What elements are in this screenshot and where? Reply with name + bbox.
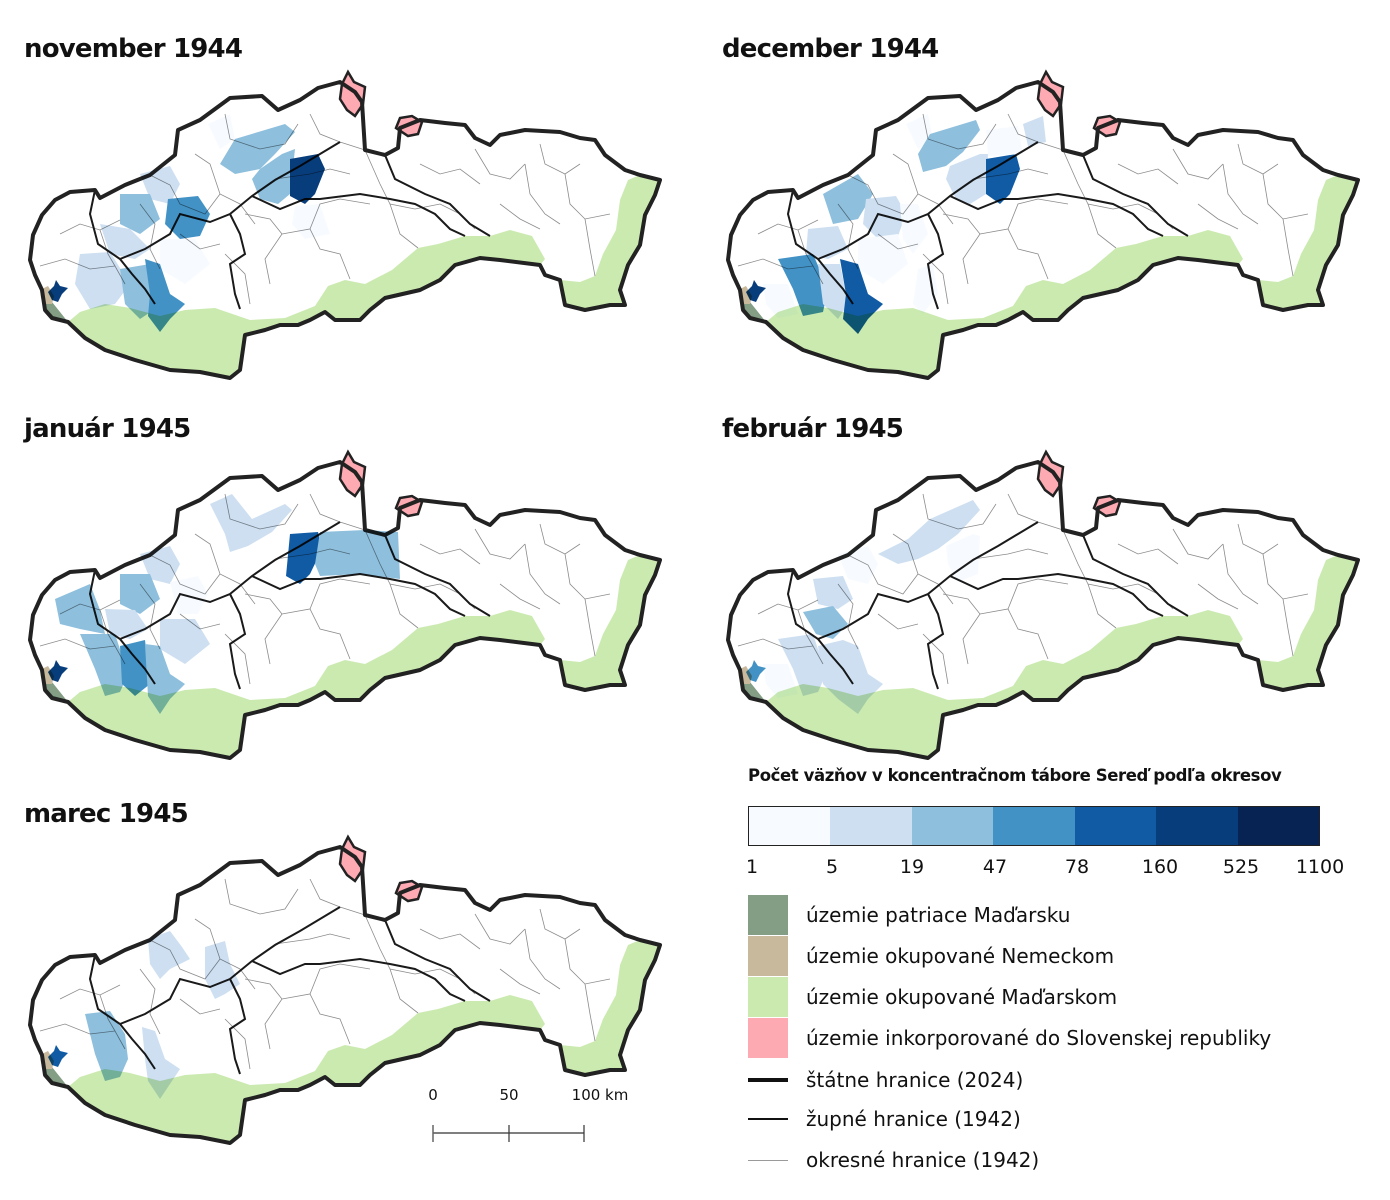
- map-title: január 1945: [24, 414, 191, 444]
- legend-item-germany-occupied: územie okupované Nemeckom: [748, 936, 1114, 976]
- swatch-incorporated: [748, 1018, 788, 1058]
- tick-label: 47: [982, 856, 1008, 878]
- colorbar-ticks: 1 5 19 47 78 160 525 1100: [745, 856, 1348, 880]
- slovakia-map: [726, 70, 1360, 380]
- line-state-border: [748, 1078, 788, 1082]
- colorbar-class-4: [993, 807, 1075, 845]
- map-panel-december-1944: december 1944: [718, 34, 1388, 394]
- scale-tick-50: 50: [499, 1086, 519, 1104]
- map-title: december 1944: [722, 34, 939, 64]
- legend-item-district-border: okresné hranice (1942): [748, 1140, 1039, 1180]
- scale-tick-0: 0: [428, 1086, 438, 1104]
- colorbar-class-6: [1156, 807, 1238, 845]
- tick-label: 19: [899, 856, 925, 878]
- map-panel-november-1944: november 1944: [20, 34, 690, 394]
- colorbar-class-5: [1074, 807, 1157, 845]
- legend-label: územie patriace Maďarsku: [806, 903, 1071, 927]
- tick-label: 78: [1064, 856, 1090, 878]
- scale-tick-100: 100 km: [571, 1086, 629, 1104]
- colorbar-class-2: [830, 807, 912, 845]
- slovakia-map: [28, 450, 662, 760]
- legend-item-state-border: štátne hranice (2024): [748, 1060, 1023, 1100]
- slovakia-map: [28, 835, 662, 1145]
- map-panel-januar-1945: január 1945: [20, 414, 690, 774]
- map-panel-marec-1945: marec 1945: [20, 799, 690, 1159]
- swatch-germany-occupied: [748, 936, 788, 976]
- tick-label: 160: [1141, 856, 1179, 878]
- tick-label: 5: [825, 856, 839, 878]
- legend-item-hungary-occupied: územie okupované Maďarskom: [748, 977, 1117, 1017]
- scale-bar: 0 50 100 km: [420, 1080, 660, 1150]
- map-title: február 1945: [722, 414, 904, 444]
- scale-bar-line: [432, 1125, 585, 1142]
- swatch-hungary-owned: [748, 895, 788, 935]
- line-district-border: [748, 1159, 788, 1161]
- colorbar-class-1: [749, 807, 831, 845]
- legend-label: územie okupované Maďarskom: [806, 985, 1118, 1009]
- legend-label: župné hranice (1942): [806, 1107, 1021, 1131]
- legend-colorbar: [748, 806, 1320, 846]
- legend-label: územie inkorporované do Slovenskej repub…: [806, 1026, 1272, 1050]
- map-title: november 1944: [24, 34, 243, 64]
- legend-item-incorporated: územie inkorporované do Slovenskej repub…: [748, 1018, 1271, 1058]
- swatch-hungary-occupied: [748, 977, 788, 1017]
- map-panel-februar-1945: február 1945: [718, 414, 1388, 774]
- tick-label: 1100: [1295, 856, 1345, 878]
- colorbar-class-7: [1237, 807, 1319, 845]
- legend-label: územie okupované Nemeckom: [806, 944, 1115, 968]
- slovakia-map: [28, 70, 662, 380]
- legend-item-hungary-owned: územie patriace Maďarsku: [748, 895, 1070, 935]
- map-title: marec 1945: [24, 799, 189, 829]
- line-county-border: [748, 1118, 788, 1120]
- legend-title: Počet väzňov v koncentračnom tábore Sere…: [748, 766, 1282, 785]
- slovakia-map: [726, 450, 1360, 760]
- tick-label: 525: [1222, 856, 1260, 878]
- colorbar-class-3: [911, 807, 994, 845]
- legend-label: okresné hranice (1942): [806, 1148, 1040, 1172]
- tick-label: 1: [745, 856, 759, 878]
- legend-item-county-border: župné hranice (1942): [748, 1099, 1021, 1139]
- legend-label: štátne hranice (2024): [806, 1068, 1024, 1092]
